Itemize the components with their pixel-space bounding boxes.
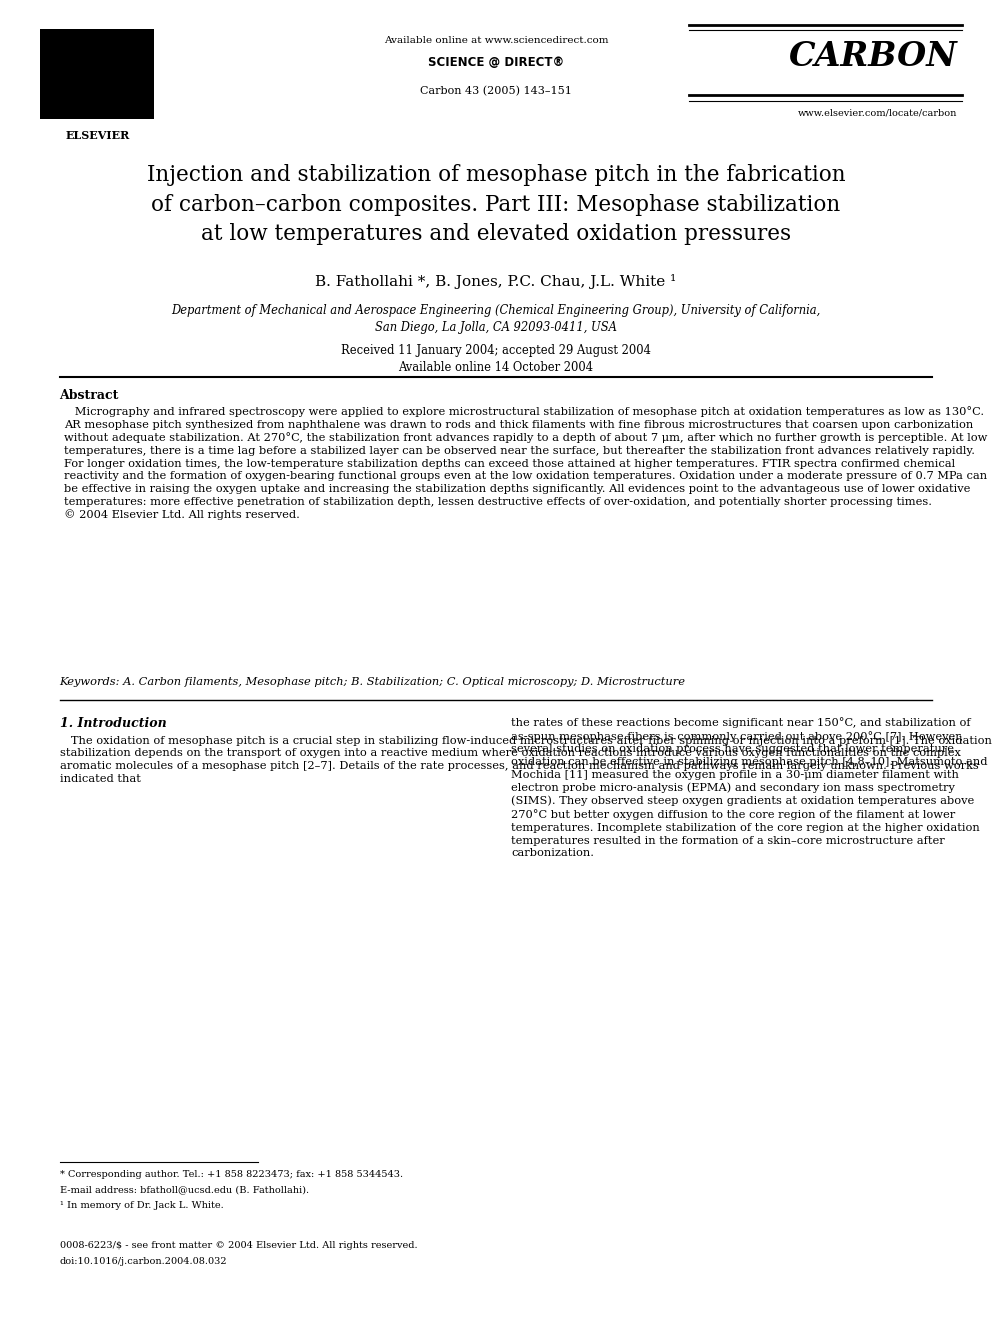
Text: Available online 14 October 2004: Available online 14 October 2004 <box>399 361 593 374</box>
Text: SCIENCE @ DIRECT®: SCIENCE @ DIRECT® <box>428 56 564 69</box>
Text: the rates of these reactions become significant near 150°C, and stabilization of: the rates of these reactions become sign… <box>511 717 987 859</box>
Text: Available online at www.sciencedirect.com: Available online at www.sciencedirect.co… <box>384 36 608 45</box>
Text: The oxidation of mesophase pitch is a crucial step in stabilizing flow-induced m: The oxidation of mesophase pitch is a cr… <box>60 736 991 783</box>
Text: San Diego, La Jolla, CA 92093-0411, USA: San Diego, La Jolla, CA 92093-0411, USA <box>375 321 617 335</box>
Text: CARBON: CARBON <box>789 40 957 73</box>
Text: B. Fathollahi *, B. Jones, P.C. Chau, J.L. White ¹: B. Fathollahi *, B. Jones, P.C. Chau, J.… <box>315 274 677 288</box>
Text: Carbon 43 (2005) 143–151: Carbon 43 (2005) 143–151 <box>420 86 572 97</box>
Text: * Corresponding author. Tel.: +1 858 8223473; fax: +1 858 5344543.: * Corresponding author. Tel.: +1 858 822… <box>60 1170 403 1179</box>
Text: ELSEVIER: ELSEVIER <box>65 130 129 140</box>
Text: Abstract: Abstract <box>60 389 119 402</box>
Text: E-mail address: bfatholl@ucsd.edu (B. Fathollahi).: E-mail address: bfatholl@ucsd.edu (B. Fa… <box>60 1185 309 1195</box>
Text: Department of Mechanical and Aerospace Engineering (Chemical Engineering Group),: Department of Mechanical and Aerospace E… <box>172 304 820 318</box>
Text: Micrography and infrared spectroscopy were applied to explore microstructural st: Micrography and infrared spectroscopy we… <box>64 406 988 520</box>
Text: doi:10.1016/j.carbon.2004.08.032: doi:10.1016/j.carbon.2004.08.032 <box>60 1257 227 1266</box>
Text: 0008-6223/$ - see front matter © 2004 Elsevier Ltd. All rights reserved.: 0008-6223/$ - see front matter © 2004 El… <box>60 1241 418 1250</box>
Text: ¹ In memory of Dr. Jack L. White.: ¹ In memory of Dr. Jack L. White. <box>60 1201 223 1211</box>
Text: Injection and stabilization of mesophase pitch in the fabrication
of carbon–carb: Injection and stabilization of mesophase… <box>147 164 845 245</box>
Bar <box>40 29 154 119</box>
Text: Keywords: A. Carbon filaments, Mesophase pitch; B. Stabilization; C. Optical mic: Keywords: A. Carbon filaments, Mesophase… <box>60 677 685 688</box>
Text: www.elsevier.com/locate/carbon: www.elsevier.com/locate/carbon <box>798 108 957 118</box>
Text: Received 11 January 2004; accepted 29 August 2004: Received 11 January 2004; accepted 29 Au… <box>341 344 651 357</box>
Text: 1. Introduction: 1. Introduction <box>60 717 167 730</box>
